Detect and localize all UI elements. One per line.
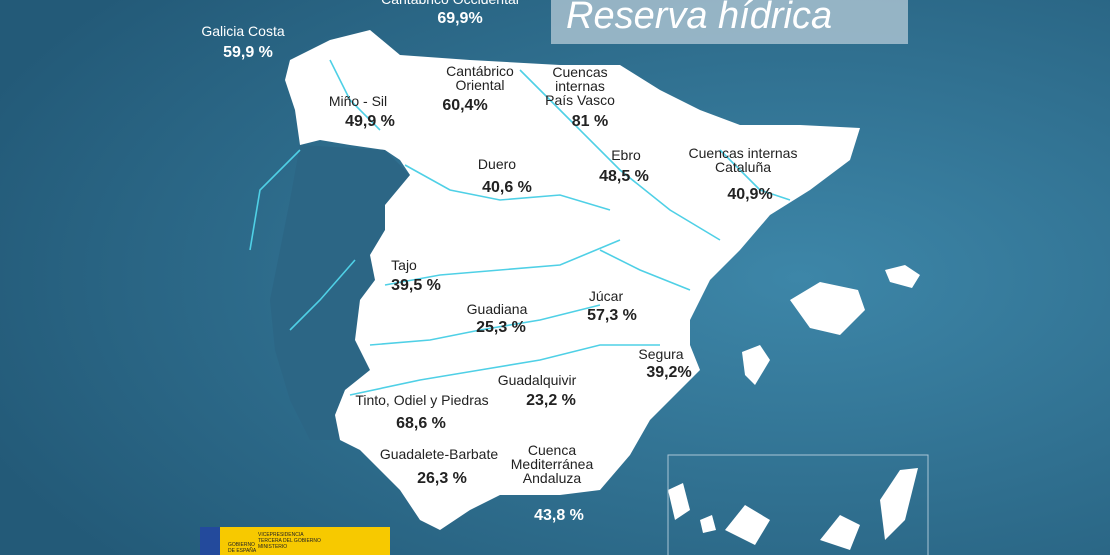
spain (285, 30, 860, 530)
region-value: 48,5 % (599, 168, 649, 185)
region-name: Cuencas (552, 64, 607, 80)
region-name: internas (555, 78, 605, 94)
region-value: 57,3 % (587, 307, 637, 324)
logo-text: VICEPRESIDENCIA (258, 532, 304, 538)
region-name: Andaluza (523, 470, 582, 486)
canary-inset (667, 454, 929, 555)
region-value: 69,9% (437, 10, 482, 27)
region-value: 39,2% (646, 364, 691, 381)
logo-flag (200, 527, 220, 555)
region-value: 68,6 % (396, 415, 446, 432)
region-value: 40,6 % (482, 179, 532, 196)
region-name: Júcar (589, 288, 624, 304)
region-value: 49,9 % (345, 113, 395, 130)
region-name: Mediterránea (511, 456, 594, 472)
region-name: Ebro (611, 147, 641, 163)
region-value: 59,9 % (223, 44, 273, 61)
region-name: Duero (478, 156, 516, 172)
region-value: 81 % (572, 113, 608, 130)
portugal (270, 145, 410, 440)
region-value: 23,2 % (526, 392, 576, 409)
islands (668, 265, 920, 550)
region-value: 60,4% (442, 97, 487, 114)
title-box (551, 0, 908, 44)
region-name: Tajo (391, 257, 417, 273)
region-name: Guadalquivir (498, 372, 577, 388)
region-name: Cantábrico Occidental (381, 0, 519, 7)
region-value: 43,8 % (534, 507, 584, 524)
logo-bar (200, 527, 390, 555)
region-value: 26,3 % (417, 470, 467, 487)
logo-text: GOBIERNO (228, 542, 255, 548)
region-name: Oriental (455, 77, 504, 93)
region-name: Segura (638, 346, 683, 362)
rivers (249, 59, 791, 396)
region-name: Cataluña (715, 159, 771, 175)
region-name: Cantábrico (446, 63, 514, 79)
region-name: País Vasco (545, 92, 615, 108)
region-name: Cuencas internas (689, 145, 798, 161)
region-name: Cuenca (528, 442, 576, 458)
region-name: Miño - Sil (329, 93, 387, 109)
region-value: 40,9% (727, 186, 772, 203)
region-name: Guadiana (467, 301, 528, 317)
region-name: Tinto, Odiel y Piedras (355, 392, 488, 408)
region-name: Guadalete-Barbate (380, 446, 499, 462)
logo-text: DE ESPAÑA (228, 547, 257, 554)
region-value: 25,3 % (476, 319, 526, 336)
logo-text: TERCERA DEL GOBIERNO (258, 538, 321, 544)
region-value: 39,5 % (391, 277, 441, 294)
title: Reserva hídrica (566, 0, 832, 37)
region-name: Galicia Costa (201, 23, 284, 39)
logo-text: MINISTERIO (258, 544, 287, 550)
logo: VICEPRESIDENCIA TERCERA DEL GOBIERNO MIN… (200, 527, 390, 555)
